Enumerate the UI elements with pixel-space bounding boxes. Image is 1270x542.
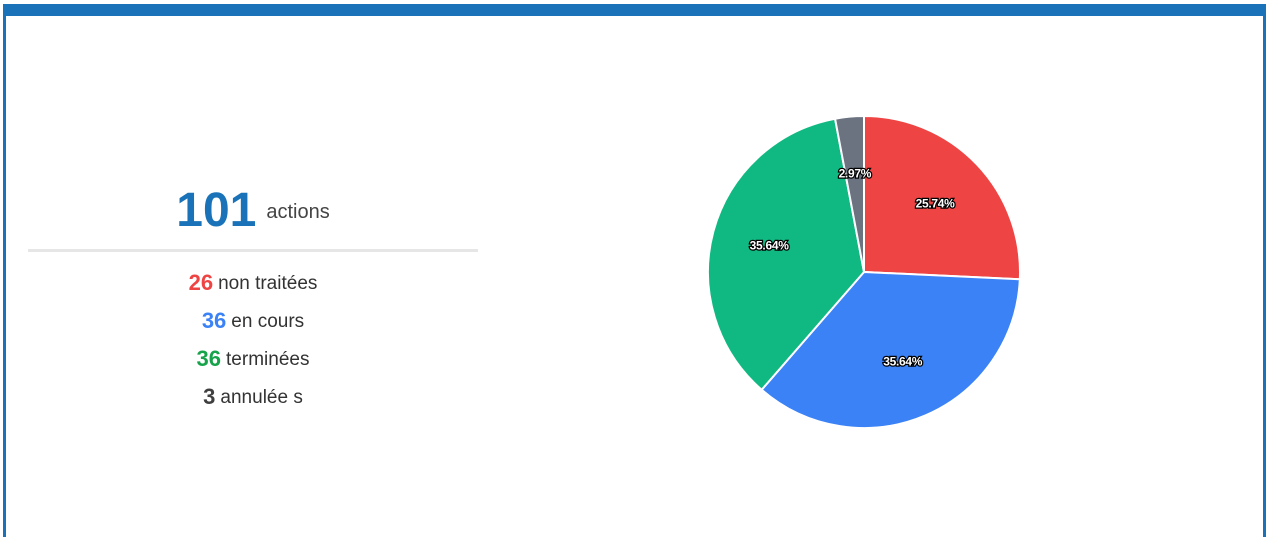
- status-label: terminées: [226, 349, 309, 370]
- status-line: 26 non traitées: [189, 270, 318, 295]
- pie-label: 25.74%: [916, 196, 956, 210]
- pie-slice: [863, 115, 1021, 281]
- status-count: 26: [189, 270, 213, 295]
- pie-slice: [834, 115, 865, 273]
- status-label: non traitées: [218, 273, 317, 294]
- status-count: 36: [197, 346, 221, 371]
- pie-slice: [707, 117, 865, 391]
- total: 101 actions: [176, 184, 329, 237]
- total-label: actions: [266, 201, 329, 223]
- pie-label: 35.64%: [750, 238, 790, 252]
- status-label: en cours: [231, 311, 304, 332]
- status-line: 36 en cours: [202, 308, 304, 333]
- status-line: 36 terminées: [197, 346, 310, 371]
- status-count: 3: [203, 384, 215, 409]
- pie-label: 2.97%: [839, 166, 872, 180]
- pie-label: 35.64%: [883, 355, 923, 369]
- top-bar: [3, 4, 1266, 16]
- pie-slice: [760, 271, 1021, 429]
- status-line: 3 annulée s: [203, 384, 303, 409]
- status-count: 36: [202, 308, 226, 333]
- total-value: 101: [176, 184, 256, 237]
- status-label: annulée s: [220, 387, 302, 408]
